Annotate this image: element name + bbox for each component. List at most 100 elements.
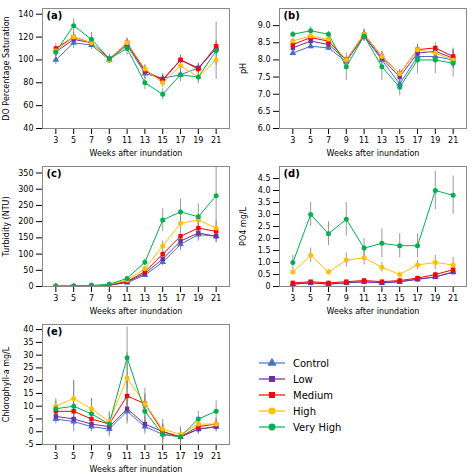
svg-text:0: 0	[265, 282, 270, 291]
svg-text:9: 9	[344, 294, 349, 303]
svg-text:5: 5	[308, 294, 313, 303]
svg-text:19: 19	[193, 294, 203, 303]
svg-text:13: 13	[377, 294, 387, 303]
svg-text:15: 15	[395, 294, 405, 303]
svg-text:0: 0	[28, 282, 33, 291]
svg-text:Weeks after inundation: Weeks after inundation	[327, 149, 420, 158]
svg-text:7.0: 7.0	[258, 90, 271, 99]
svg-text:11: 11	[359, 294, 369, 303]
svg-text:17: 17	[175, 294, 185, 303]
svg-text:80: 80	[23, 78, 33, 87]
svg-text:9: 9	[107, 294, 112, 303]
svg-text:3.5: 3.5	[258, 198, 271, 207]
svg-text:Weeks after inundation: Weeks after inundation	[90, 465, 183, 474]
svg-text:19: 19	[193, 452, 203, 461]
svg-text:17: 17	[412, 294, 422, 303]
svg-text:5: 5	[71, 294, 76, 303]
svg-text:60: 60	[23, 101, 33, 110]
svg-text:15: 15	[23, 389, 33, 398]
svg-text:7: 7	[89, 294, 94, 303]
svg-text:150: 150	[18, 233, 33, 242]
svg-text:0.5: 0.5	[258, 270, 271, 279]
svg-text:PO4 mg/L: PO4 mg/L	[239, 207, 248, 246]
svg-text:Weeks after inundation: Weeks after inundation	[90, 149, 183, 158]
svg-text:21: 21	[448, 294, 458, 303]
svg-text:21: 21	[211, 136, 221, 145]
svg-text:1.0: 1.0	[258, 258, 271, 267]
svg-text:9.0: 9.0	[258, 21, 271, 30]
svg-text:(c): (c)	[47, 168, 62, 179]
svg-text:pH: pH	[239, 63, 248, 74]
svg-text:100: 100	[18, 55, 33, 64]
svg-text:25: 25	[23, 363, 33, 372]
svg-text:(d): (d)	[284, 168, 300, 179]
svg-text:11: 11	[122, 136, 132, 145]
svg-text:9: 9	[107, 136, 112, 145]
svg-text:19: 19	[430, 294, 440, 303]
svg-text:6.0: 6.0	[258, 124, 271, 133]
svg-text:5: 5	[308, 136, 313, 145]
svg-text:250: 250	[18, 201, 33, 210]
svg-text:17: 17	[412, 136, 422, 145]
svg-text:15: 15	[158, 452, 168, 461]
svg-text:5: 5	[28, 415, 33, 424]
svg-text:(a): (a)	[47, 10, 63, 21]
svg-text:40: 40	[23, 325, 33, 334]
svg-text:3: 3	[53, 136, 58, 145]
svg-text:21: 21	[211, 294, 221, 303]
svg-text:300: 300	[18, 185, 33, 194]
svg-text:15: 15	[395, 136, 405, 145]
svg-text:(b): (b)	[284, 10, 300, 21]
svg-text:100: 100	[18, 250, 33, 259]
svg-text:4.0: 4.0	[258, 186, 271, 195]
svg-text:140: 140	[18, 10, 33, 19]
svg-text:3: 3	[53, 452, 58, 461]
svg-text:35: 35	[23, 338, 33, 347]
svg-text:21: 21	[448, 136, 458, 145]
svg-text:11: 11	[122, 452, 132, 461]
svg-text:9: 9	[107, 452, 112, 461]
svg-text:50: 50	[23, 266, 33, 275]
svg-text:7: 7	[89, 452, 94, 461]
svg-text:9: 9	[344, 136, 349, 145]
svg-text:30: 30	[23, 351, 33, 360]
svg-text:17: 17	[175, 452, 185, 461]
svg-text:2.5: 2.5	[258, 222, 271, 231]
svg-text:11: 11	[359, 136, 369, 145]
svg-text:10: 10	[23, 402, 33, 411]
svg-text:13: 13	[377, 136, 387, 145]
svg-text:350: 350	[18, 169, 33, 178]
svg-text:8.0: 8.0	[258, 55, 271, 64]
svg-text:7: 7	[326, 294, 331, 303]
svg-text:2.0: 2.0	[258, 234, 271, 243]
svg-text:13: 13	[140, 452, 150, 461]
svg-text:17: 17	[175, 136, 185, 145]
svg-text:3: 3	[290, 294, 295, 303]
svg-text:Chlorophyll-a mg/L: Chlorophyll-a mg/L	[2, 346, 11, 422]
svg-text:7: 7	[326, 136, 331, 145]
svg-text:Weeks after inundation: Weeks after inundation	[327, 307, 420, 316]
svg-text:5: 5	[71, 136, 76, 145]
svg-text:19: 19	[193, 136, 203, 145]
svg-text:40: 40	[23, 124, 33, 133]
svg-text:3: 3	[290, 136, 295, 145]
svg-text:15: 15	[158, 294, 168, 303]
svg-text:3.0: 3.0	[258, 210, 271, 219]
svg-text:8.5: 8.5	[258, 38, 271, 47]
svg-text:3: 3	[53, 294, 58, 303]
svg-text:13: 13	[140, 294, 150, 303]
svg-text:20: 20	[23, 376, 33, 385]
svg-text:11: 11	[122, 294, 132, 303]
svg-text:Weeks after inundation: Weeks after inundation	[90, 307, 183, 316]
svg-text:13: 13	[140, 136, 150, 145]
svg-text:15: 15	[158, 136, 168, 145]
svg-text:19: 19	[430, 136, 440, 145]
svg-text:4.5: 4.5	[258, 174, 271, 183]
svg-text:21: 21	[211, 452, 221, 461]
svg-text:Turbidity (NTU): Turbidity (NTU)	[2, 196, 11, 257]
svg-text:6.5: 6.5	[258, 107, 271, 116]
svg-text:(e): (e)	[47, 326, 63, 337]
svg-text:120: 120	[18, 33, 33, 42]
svg-text:-5: -5	[26, 440, 34, 449]
svg-text:DO Percentage Saturation: DO Percentage Saturation	[2, 16, 11, 120]
